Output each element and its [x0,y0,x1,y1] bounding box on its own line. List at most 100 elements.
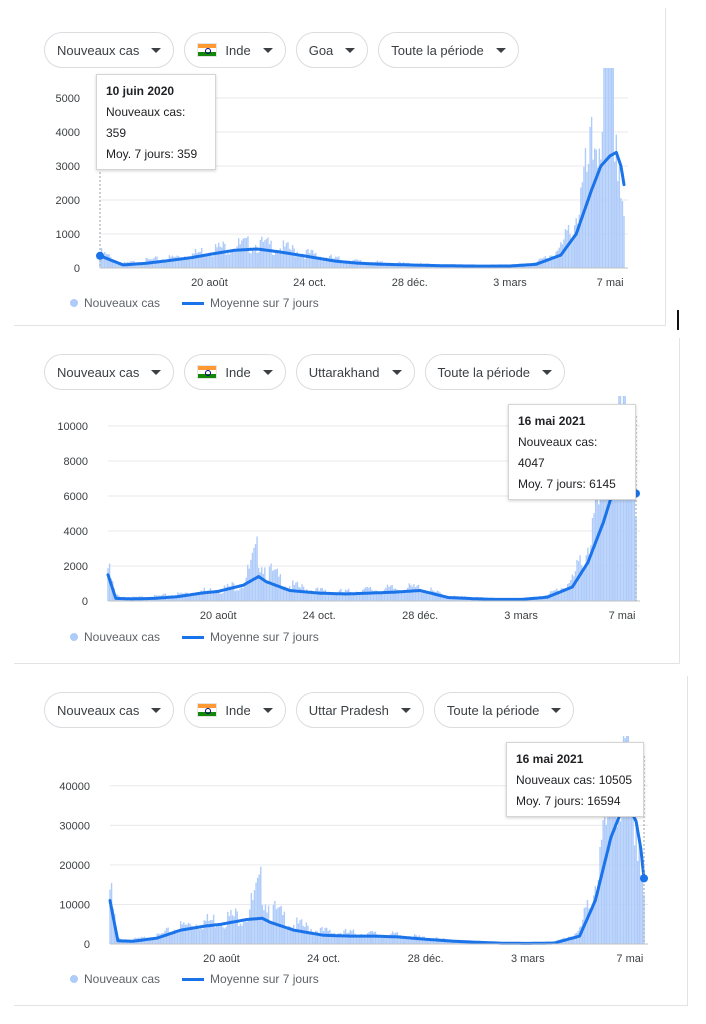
cases-chart[interactable]: 0 2000 4000 6000 8000 10000 20 août 24 oct. 28 d… [14,396,680,636]
bar [293,924,295,944]
bar [117,263,120,268]
bar [205,255,208,268]
bar [417,584,420,601]
bar [555,251,557,268]
period-dropdown[interactable]: Toute la période [378,32,519,68]
x-tick-label: 24 oct. [293,277,326,289]
bar [108,254,110,268]
x-tick-label: 7 mai [597,277,624,289]
bar [162,259,164,268]
x-tick-label: 24 oct. [303,610,336,622]
bar [603,68,605,268]
chart-tooltip: 10 juin 2020 Nouveaux cas: 359 Moy. 7 jo… [96,74,216,170]
bar [310,590,313,601]
bar [579,555,581,601]
bar [247,236,249,268]
bar [431,939,433,944]
bar [240,587,243,601]
bar [219,925,221,944]
bar [599,497,601,601]
bar [285,928,287,944]
metric-dropdown[interactable]: Nouveaux cas [44,692,175,728]
period-dropdown[interactable]: Toute la période [433,692,575,728]
bar [328,255,331,268]
bar [226,583,229,601]
bar [248,568,251,601]
bar [177,256,180,268]
bar [253,547,255,601]
bar [362,935,364,944]
country-dropdown[interactable]: Inde [184,32,286,68]
bar [134,263,137,268]
chevron-down-icon [345,47,356,53]
bar [200,590,202,601]
bar [452,598,454,601]
region-label: Uttar Pradesh [308,702,389,718]
chart-tooltip: 16 mai 2021 Nouveaux cas: 10505 Moy. 7 j… [506,742,644,817]
bar [194,593,196,601]
bar [426,939,428,944]
bar [102,253,104,268]
bar [316,931,319,944]
bar [322,257,325,268]
region-dropdown[interactable]: Uttar Pradesh [295,692,424,728]
filter-controls: Nouveaux cas Inde Uttar Pradesh Toute la… [44,692,575,728]
bar [203,587,205,601]
bar [251,552,254,601]
bar [172,932,174,944]
bar [170,256,172,268]
bar [416,265,419,268]
bar [338,590,341,601]
bar [109,889,111,944]
chart-legend: Nouveaux cas Moyenne sur 7 jours [70,296,319,310]
cases-chart[interactable]: 0 10000 20000 30000 40000 20 août 24 oct. 28 dé… [14,736,688,976]
bar [253,890,256,944]
bar [167,259,169,268]
bar [222,592,224,601]
bar [233,916,235,944]
bar [580,187,582,268]
bar [176,933,179,944]
bar [367,263,369,268]
period-dropdown[interactable]: Toute la période [424,354,566,390]
bar [377,591,379,601]
bar [402,590,404,601]
bar [428,591,431,601]
bar [183,922,185,944]
bar [613,800,615,944]
bar [335,936,337,944]
bar [278,251,280,268]
bar [607,814,609,944]
bar [591,907,593,944]
bar [305,249,308,268]
y-tick-label: 5000 [56,93,80,105]
bar [394,588,396,601]
india-flag-icon [197,365,218,379]
bar [245,238,248,268]
bar [209,920,212,944]
bar [247,918,249,944]
chart-panel-goa: Nouveaux cas Inde Goa Toute la période 0… [14,8,666,326]
tooltip-cases: Nouveaux cas: 359 [106,105,186,140]
region-dropdown[interactable]: Uttarakhand [295,354,415,390]
bar [190,259,192,268]
bar [373,932,375,944]
bar [311,933,314,944]
bar [144,262,146,268]
region-dropdown[interactable]: Goa [295,32,369,68]
bar [632,493,634,601]
bar [427,593,429,601]
country-dropdown[interactable]: Inde [184,692,286,728]
bar [348,932,350,944]
bar [286,929,289,944]
country-dropdown[interactable]: Inde [184,354,286,390]
bar [361,589,364,601]
bar [604,494,606,601]
metric-dropdown[interactable]: Nouveaux cas [44,354,175,390]
bar [611,811,614,944]
bar-legend-swatch [70,975,78,983]
bar [434,939,436,944]
bar [327,930,330,944]
metric-dropdown[interactable]: Nouveaux cas [44,32,175,68]
bar [627,433,629,601]
